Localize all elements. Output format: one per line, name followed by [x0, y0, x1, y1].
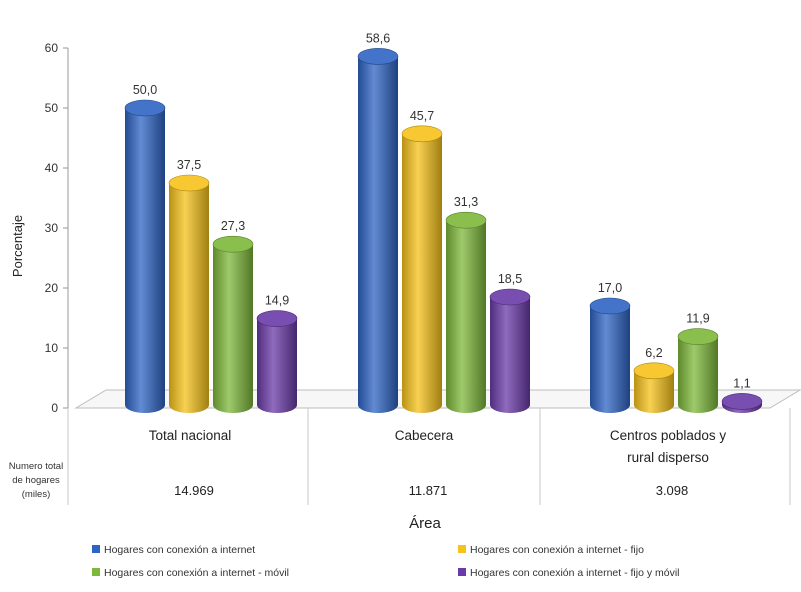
- data-labels: 50,0 58,6 17,0 37,5 45,7 6,2 27,3 31,3 11,9 14,9 1…: [133, 31, 751, 390]
- legend-label: Hogares con conexión a internet - móvil: [104, 567, 289, 579]
- y-tick-label: 0: [51, 401, 58, 415]
- bars: [124, 48, 763, 414]
- bar: [168, 174, 210, 413]
- bar: [489, 288, 531, 413]
- data-label: 45,7: [410, 109, 434, 123]
- legend: Hogares con conexión a internet Hogares c…: [92, 544, 680, 579]
- legend-label: Hogares con conexión a internet: [104, 544, 255, 556]
- data-label: 17,0: [598, 281, 622, 295]
- y-tick-label: 60: [45, 41, 59, 55]
- bar: [212, 235, 254, 413]
- y-tick-label: 20: [45, 281, 59, 295]
- x-axis-title: Área: [409, 515, 441, 532]
- y-tick-label: 10: [45, 341, 59, 355]
- bar: [633, 362, 675, 413]
- data-label: 31,3: [454, 195, 478, 209]
- legend-item: Hogares con conexión a internet - móvil: [92, 567, 289, 579]
- legend-label: Hogares con conexión a internet - fijo y…: [470, 567, 680, 579]
- bar: [256, 310, 298, 413]
- data-label: 50,0: [133, 83, 157, 97]
- y-tick-label: 30: [45, 221, 59, 235]
- bar: [589, 297, 631, 413]
- legend-item: Hogares con conexión a internet - fijo: [458, 544, 644, 556]
- y-tick-label: 50: [45, 101, 59, 115]
- data-label: 1,1: [733, 376, 750, 390]
- category-label: Total nacional: [149, 428, 232, 443]
- y-axis: 0 10 20 30 40 50 60: [45, 41, 69, 415]
- bar: [677, 328, 719, 413]
- category-label: Cabecera: [395, 428, 454, 443]
- bar: [721, 393, 763, 413]
- table-value: 3.098: [656, 483, 689, 498]
- legend-item: Hogares con conexión a internet: [92, 544, 255, 556]
- category-label: rural disperso: [627, 450, 709, 465]
- table-value: 14.969: [174, 483, 214, 498]
- table-value: 11.871: [409, 483, 448, 498]
- table-row-label: (miles): [22, 489, 51, 500]
- category-table: Total nacional Cabecera Centros poblados y…: [9, 408, 791, 505]
- data-label: 37,5: [177, 158, 201, 172]
- legend-swatch: [458, 545, 466, 553]
- bar: [401, 125, 443, 414]
- legend-item: Hogares con conexión a internet - fijo y…: [458, 567, 680, 579]
- category-label: Centros poblados y: [610, 428, 727, 443]
- table-row-label: Numero total: [9, 461, 63, 472]
- data-label: 27,3: [221, 219, 245, 233]
- legend-swatch: [92, 568, 100, 576]
- legend-swatch: [92, 545, 100, 553]
- table-row-label: de hogares: [12, 475, 60, 486]
- data-label: 14,9: [265, 294, 289, 308]
- data-label: 6,2: [645, 346, 662, 360]
- data-label: 58,6: [366, 31, 390, 45]
- bar: [445, 211, 487, 413]
- data-label: 18,5: [498, 272, 522, 286]
- legend-swatch: [458, 568, 466, 576]
- y-axis-title: Porcentaje: [10, 215, 25, 277]
- y-tick-label: 40: [45, 161, 59, 175]
- bar: [357, 48, 399, 414]
- legend-label: Hogares con conexión a internet - fijo: [470, 544, 644, 556]
- data-label: 11,9: [686, 312, 709, 326]
- bar: [124, 99, 166, 413]
